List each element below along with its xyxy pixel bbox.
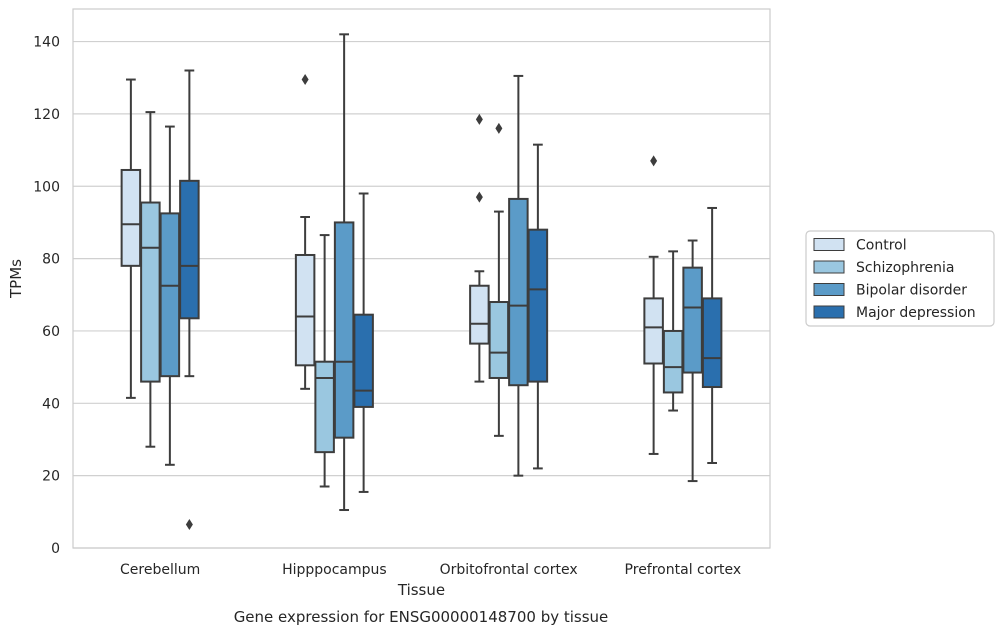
box-iqr [488, 301, 510, 379]
box-iqr [120, 168, 142, 267]
box-0-0 [120, 78, 142, 399]
x-tick-label: Hipppocampus [282, 562, 387, 578]
box-series-group [120, 33, 723, 530]
x-tick-label: Prefrontal cortex [625, 562, 742, 578]
box-0-2 [469, 113, 490, 383]
box-iqr [643, 297, 664, 365]
legend-label: Schizophrenia [856, 260, 954, 276]
chart-caption: Gene expression for ENSG00000148700 by t… [234, 608, 609, 626]
box-iqr [314, 360, 335, 454]
box-3-0 [179, 69, 200, 530]
y-tick-label: 140 [33, 35, 60, 51]
box-iqr [179, 179, 200, 320]
y-tick-label: 40 [42, 396, 60, 412]
box-iqr [353, 313, 374, 408]
box-0-3 [643, 155, 664, 455]
legend-swatch [813, 260, 845, 274]
legend-swatch [813, 283, 845, 296]
box-3-1 [353, 192, 374, 493]
plot-area-frame [72, 8, 771, 549]
box-iqr [682, 266, 703, 374]
box-iqr [701, 297, 723, 389]
box-iqr [469, 284, 490, 345]
box-iqr [140, 201, 161, 383]
box-1-3 [662, 250, 684, 412]
box-2-0 [159, 125, 181, 466]
y-tick-label: 60 [42, 324, 60, 340]
box-1-1 [314, 234, 335, 488]
box-2-3 [682, 239, 703, 483]
box-iqr [159, 212, 181, 378]
legend: Control Schizophrenia Bipolar disorder Majo… [805, 230, 995, 327]
box-3-2 [527, 143, 549, 470]
outlier-point [185, 518, 193, 530]
legend-label: Bipolar disorder [856, 283, 967, 299]
box-1-2 [488, 122, 510, 437]
x-tick-label: Cerebellum [120, 562, 200, 578]
y-tick-label: 120 [33, 107, 60, 123]
x-tick-label: Orbitofrontal cortex [440, 562, 578, 578]
box-iqr [527, 228, 549, 383]
legend-label: Control [856, 238, 907, 254]
box-iqr [294, 253, 316, 367]
box-0-1 [294, 74, 316, 390]
y-tick-label: 100 [33, 179, 60, 195]
x-axis-ticks: Cerebellum Hipppocampus Orbitofrontal cort… [120, 562, 741, 578]
legend-frame [805, 230, 995, 327]
box-iqr [662, 329, 684, 394]
outlier-point [475, 191, 483, 203]
legend-swatch [813, 238, 845, 251]
box-2-1 [333, 33, 355, 512]
outlier-point [301, 74, 309, 86]
x-axis-label: Tissue [397, 581, 445, 599]
y-tick-label: 20 [42, 469, 60, 485]
box-2-2 [508, 74, 529, 477]
legend-swatch [813, 305, 845, 319]
outlier-point [495, 122, 503, 134]
box-iqr [333, 221, 355, 439]
box-1-0 [140, 111, 161, 448]
y-tick-label: 0 [51, 541, 60, 557]
y-axis-label: TPMs [7, 259, 25, 299]
legend-label: Major depression [856, 305, 976, 321]
box-3-3 [701, 206, 723, 464]
outlier-point [475, 113, 483, 125]
y-tick-label: 80 [42, 252, 60, 268]
y-axis-ticks: 0 20 40 60 80 100 120 140 [33, 35, 60, 557]
outlier-point [650, 155, 658, 167]
box-iqr [508, 197, 529, 387]
